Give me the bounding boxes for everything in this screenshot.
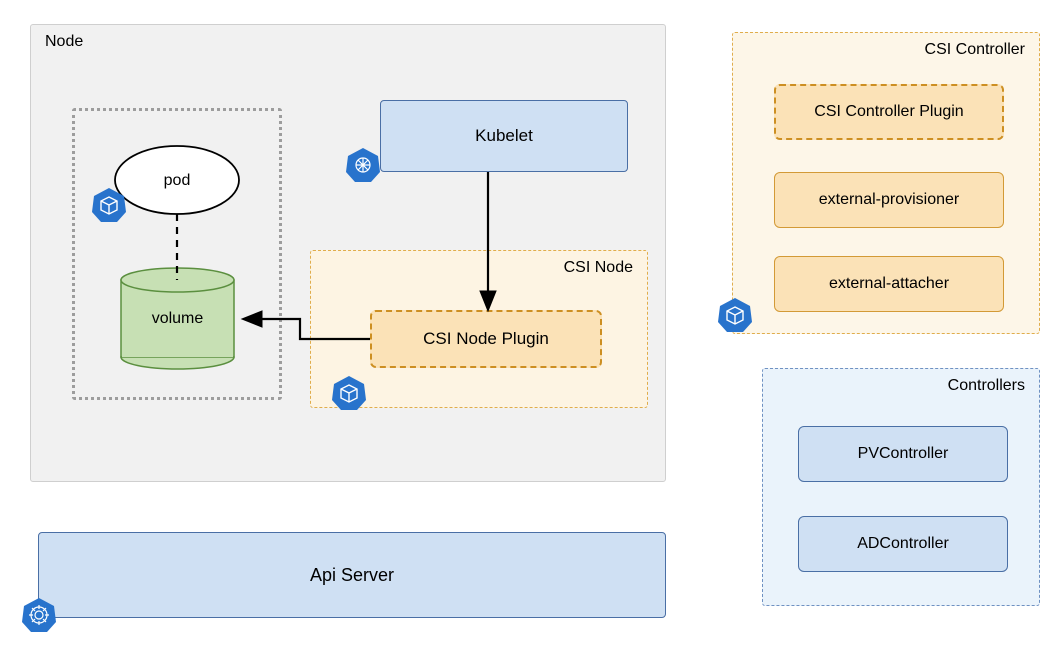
csi-node-plugin-label: CSI Node Plugin [423,329,549,349]
adcontroller-box: ADController [798,516,1008,572]
external-provisioner-label: external-provisioner [819,191,960,209]
kubelet-label: Kubelet [475,126,533,146]
csi-controller-plugin-label: CSI Controller Plugin [814,103,963,121]
external-attacher-label: external-attacher [829,275,949,293]
cube-icon [330,374,368,412]
controllers-group-label: Controllers [948,377,1025,395]
gear-icon [20,596,58,634]
pvcontroller-label: PVController [858,445,949,463]
csi-node-plugin-box: CSI Node Plugin [370,310,602,368]
external-provisioner-box: external-provisioner [774,172,1004,228]
cube-icon [716,296,754,334]
kubelet-box: Kubelet [380,100,628,172]
volume-cylinder: volume [120,280,235,358]
csi-controller-plugin-box: CSI Controller Plugin [774,84,1004,140]
kubernetes-icon [344,146,382,184]
cube-icon [90,186,128,224]
api-server-label: Api Server [310,565,394,586]
csi-controller-group-label: CSI Controller [925,41,1025,59]
adcontroller-label: ADController [857,535,949,553]
api-server-box: Api Server [38,532,666,618]
pvcontroller-box: PVController [798,426,1008,482]
csi-node-group-label: CSI Node [564,259,633,277]
node-group-label: Node [45,33,83,51]
external-attacher-box: external-attacher [774,256,1004,312]
